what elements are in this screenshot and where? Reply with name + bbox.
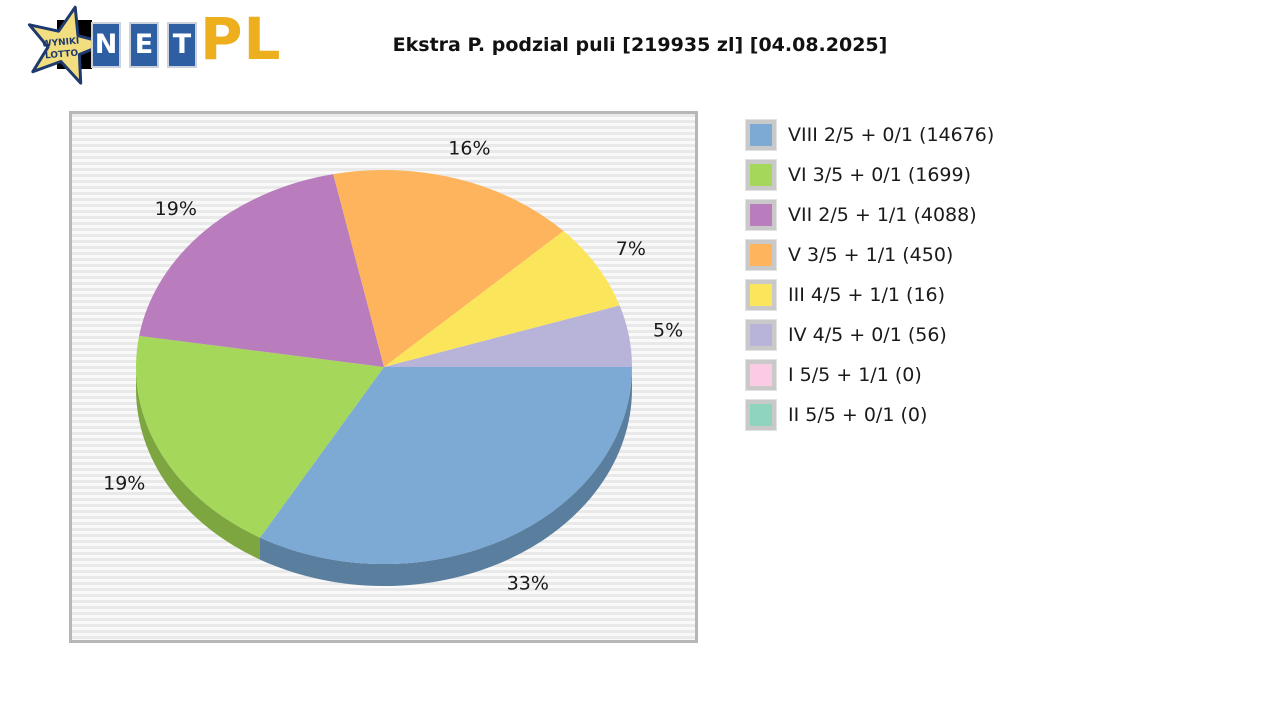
legend-label: II 5/5 + 0/1 (0) xyxy=(788,404,928,426)
legend-item: III 4/5 + 1/1 (16) xyxy=(746,280,994,310)
chart-legend: VIII 2/5 + 0/1 (14676) VI 3/5 + 0/1 (1699… xyxy=(746,120,994,440)
legend-item: VIII 2/5 + 0/1 (14676) xyxy=(746,120,994,150)
logo-letter-n: N xyxy=(91,22,121,68)
pie-slice[interactable] xyxy=(384,305,632,367)
pie-percent-label: 16% xyxy=(448,137,490,159)
chart-title: Ekstra P. podzial puli [219935 zl] [04.0… xyxy=(392,34,888,56)
pie-percent-label: 33% xyxy=(507,572,549,594)
pie-slice-side xyxy=(136,367,260,560)
pie-slice[interactable] xyxy=(260,367,632,564)
pie-slice[interactable] xyxy=(333,170,564,367)
legend-swatch xyxy=(746,360,776,390)
legend-item: I 5/5 + 1/1 (0) xyxy=(746,360,994,390)
legend-label: V 3/5 + 1/1 (450) xyxy=(788,244,954,266)
legend-swatch xyxy=(746,160,776,190)
legend-label: VIII 2/5 + 0/1 (14676) xyxy=(788,124,995,146)
pie-slices xyxy=(136,170,632,586)
pie-slice-side xyxy=(260,367,632,586)
legend-item: VI 3/5 + 0/1 (1699) xyxy=(746,160,994,190)
pie-percent-labels: 33% 19% 19% 16% 7% 5% xyxy=(103,137,683,594)
legend-label: III 4/5 + 1/1 (16) xyxy=(788,284,946,306)
logo-letter-e: E xyxy=(129,22,159,68)
pie-percent-label: 19% xyxy=(155,198,197,220)
pie-percent-label: 19% xyxy=(103,473,145,495)
logo-letter-t: T xyxy=(167,22,197,68)
pie-chart: 33% 19% 19% 16% 7% 5% xyxy=(103,137,683,594)
pie-slice[interactable] xyxy=(384,231,620,367)
legend-swatch xyxy=(746,120,776,150)
legend-label: VI 3/5 + 0/1 (1699) xyxy=(788,164,972,186)
legend-label: I 5/5 + 1/1 (0) xyxy=(788,364,922,386)
lotto-star-badge: WYNIKI LOTTO xyxy=(27,5,109,85)
logo-pl-text: PL xyxy=(200,5,282,73)
legend-swatch xyxy=(746,280,776,310)
legend-item: IV 4/5 + 0/1 (56) xyxy=(746,320,994,350)
legend-item: VII 2/5 + 1/1 (4088) xyxy=(746,200,994,230)
legend-swatch xyxy=(746,200,776,230)
pie-slice[interactable] xyxy=(136,335,384,538)
pie-percent-label: 5% xyxy=(653,319,683,341)
legend-swatch xyxy=(746,400,776,430)
legend-item: V 3/5 + 1/1 (450) xyxy=(746,240,994,270)
site-logo: WYNIKI LOTTO N E T PL xyxy=(10,2,280,88)
pie-slice[interactable] xyxy=(139,174,384,367)
legend-label: IV 4/5 + 0/1 (56) xyxy=(788,324,947,346)
pie-percent-label: 7% xyxy=(616,238,646,260)
star-text-line2: LOTTO xyxy=(45,49,79,62)
star-shape xyxy=(27,5,109,85)
chart-panel: 33% 19% 19% 16% 7% 5% xyxy=(69,111,698,643)
legend-item: II 5/5 + 0/1 (0) xyxy=(746,400,994,430)
logo-net-letters: N E T xyxy=(91,22,197,68)
legend-swatch xyxy=(746,240,776,270)
legend-swatch xyxy=(746,320,776,350)
legend-label: VII 2/5 + 1/1 (4088) xyxy=(788,204,977,226)
star-text-line1: WYNIKI xyxy=(41,36,79,49)
